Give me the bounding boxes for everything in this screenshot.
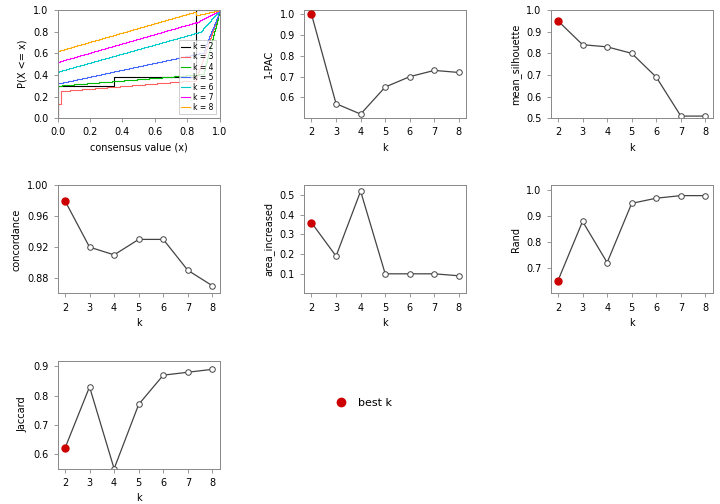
- k = 5: [131, 64, 140, 70]
- Line: k = 3: k = 3: [58, 11, 220, 118]
- Line: k = 5: k = 5: [58, 10, 220, 84]
- k = 4: [212, 22, 220, 28]
- k = 3: [131, 82, 140, 88]
- k = 5: [212, 17, 220, 23]
- k = 8: [131, 26, 140, 32]
- k = 4: [186, 72, 195, 78]
- X-axis label: k: k: [136, 318, 142, 328]
- k = 2: [53, 115, 62, 121]
- k = 2: [130, 74, 139, 80]
- Line: k = 2: k = 2: [58, 10, 220, 118]
- k = 7: [215, 7, 224, 13]
- k = 8: [53, 48, 62, 54]
- k = 8: [130, 26, 139, 32]
- k = 2: [212, 7, 220, 13]
- k = 3: [212, 19, 220, 25]
- k = 6: [130, 47, 139, 53]
- k = 4: [141, 76, 150, 82]
- Legend: best k: best k: [326, 393, 397, 412]
- k = 5: [215, 7, 224, 13]
- Y-axis label: Jaccard: Jaccard: [18, 397, 27, 432]
- k = 3: [130, 82, 139, 88]
- k = 6: [186, 31, 195, 37]
- k = 8: [186, 10, 195, 16]
- X-axis label: k: k: [382, 143, 388, 153]
- Y-axis label: area_increased: area_increased: [264, 203, 274, 276]
- k = 2: [186, 74, 195, 80]
- k = 4: [131, 77, 140, 83]
- k = 8: [212, 8, 220, 14]
- Y-axis label: concordance: concordance: [12, 208, 22, 271]
- k = 3: [186, 78, 195, 84]
- k = 6: [215, 7, 224, 13]
- k = 8: [141, 23, 150, 29]
- X-axis label: k: k: [629, 143, 634, 153]
- k = 3: [215, 8, 224, 14]
- Y-axis label: Rand: Rand: [510, 227, 521, 252]
- k = 7: [53, 59, 62, 65]
- Line: k = 7: k = 7: [58, 10, 220, 62]
- k = 4: [150, 75, 158, 81]
- k = 8: [150, 21, 158, 27]
- Legend: k = 2, k = 3, k = 4, k = 5, k = 6, k = 7, k = 8: k = 2, k = 3, k = 4, k = 5, k = 6, k = 7…: [179, 40, 216, 114]
- Line: k = 4: k = 4: [58, 10, 220, 86]
- k = 7: [141, 34, 150, 40]
- k = 3: [53, 115, 62, 121]
- X-axis label: k: k: [629, 318, 634, 328]
- k = 5: [130, 64, 139, 70]
- k = 4: [53, 83, 62, 89]
- k = 6: [150, 42, 158, 48]
- Y-axis label: mean_silhouette: mean_silhouette: [510, 24, 521, 105]
- k = 5: [141, 62, 150, 68]
- k = 5: [150, 60, 158, 66]
- k = 7: [131, 37, 140, 43]
- Y-axis label: 1-PAC: 1-PAC: [264, 50, 274, 78]
- k = 2: [131, 74, 140, 80]
- k = 6: [212, 12, 220, 18]
- k = 7: [212, 9, 220, 15]
- k = 2: [215, 7, 224, 13]
- k = 4: [130, 77, 139, 83]
- k = 5: [53, 81, 62, 87]
- k = 6: [141, 44, 150, 50]
- X-axis label: k: k: [136, 493, 142, 503]
- Line: k = 6: k = 6: [58, 10, 220, 72]
- k = 2: [192, 7, 200, 13]
- k = 4: [215, 7, 224, 13]
- X-axis label: k: k: [382, 318, 388, 328]
- k = 7: [130, 37, 139, 43]
- k = 2: [141, 74, 150, 80]
- k = 8: [215, 7, 224, 13]
- k = 7: [150, 31, 158, 37]
- Y-axis label: P(X <= x): P(X <= x): [18, 40, 27, 88]
- k = 3: [141, 82, 150, 88]
- k = 3: [150, 81, 158, 87]
- k = 5: [186, 52, 195, 58]
- Line: k = 8: k = 8: [58, 10, 220, 51]
- X-axis label: consensus value (x): consensus value (x): [90, 143, 188, 153]
- k = 2: [150, 74, 158, 80]
- k = 7: [186, 21, 195, 27]
- k = 6: [131, 47, 140, 53]
- k = 6: [53, 69, 62, 75]
